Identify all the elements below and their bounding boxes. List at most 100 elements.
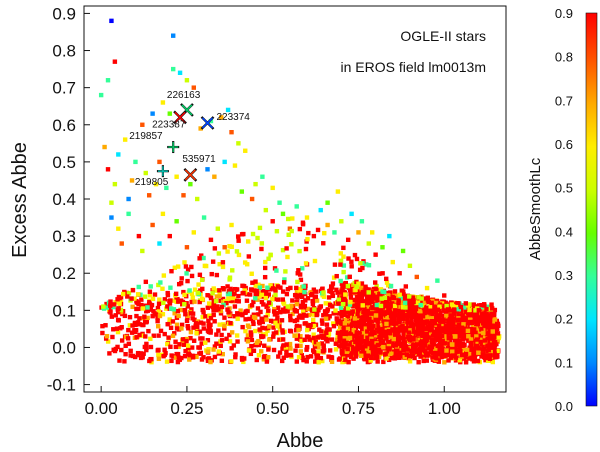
data-point (429, 323, 435, 328)
data-point (420, 332, 425, 338)
data-point (436, 323, 442, 329)
data-point (324, 336, 329, 342)
data-point (310, 301, 316, 307)
data-point (320, 321, 325, 326)
data-point (261, 354, 267, 360)
data-point (259, 349, 264, 354)
data-point (203, 340, 208, 345)
data-point (418, 346, 423, 351)
data-point (469, 327, 474, 332)
data-point (339, 329, 345, 335)
data-point (232, 314, 237, 319)
data-point (274, 268, 279, 273)
data-point (160, 211, 166, 217)
data-point (327, 288, 332, 294)
data-point (415, 327, 420, 333)
data-point (489, 334, 494, 339)
data-point (263, 207, 269, 213)
data-point (273, 330, 279, 335)
data-point (334, 310, 339, 316)
data-point (170, 319, 176, 324)
data-point (405, 299, 410, 304)
data-point (290, 216, 295, 221)
data-point (401, 332, 406, 337)
data-point (412, 327, 417, 332)
data-point (400, 305, 406, 310)
data-point (397, 325, 402, 330)
data-point (266, 300, 272, 305)
data-point (239, 232, 245, 237)
data-point (339, 336, 345, 341)
data-point (212, 354, 218, 360)
data-point (369, 336, 374, 341)
data-point (102, 144, 107, 150)
data-point (347, 274, 352, 280)
data-point (226, 296, 231, 301)
data-point (128, 348, 133, 354)
data-point (442, 360, 447, 365)
data-point (337, 324, 343, 329)
data-point (251, 312, 257, 317)
data-point (419, 316, 425, 322)
data-point (219, 358, 225, 363)
data-point (188, 311, 194, 316)
data-point (135, 292, 141, 297)
data-point (472, 355, 478, 360)
data-point (418, 340, 423, 345)
data-point (330, 290, 335, 296)
data-point (401, 342, 406, 348)
data-point (292, 333, 297, 338)
data-point (462, 309, 468, 315)
data-point (116, 226, 121, 231)
data-point (351, 356, 356, 361)
data-point (212, 174, 217, 179)
data-point (448, 335, 453, 340)
data-point (351, 327, 357, 333)
data-point (495, 331, 501, 336)
data-point (242, 356, 247, 361)
data-point (167, 317, 172, 322)
data-point (390, 306, 395, 312)
data-point (359, 281, 365, 286)
data-point (381, 359, 386, 365)
data-point (346, 359, 351, 365)
data-point (349, 349, 355, 354)
data-point (214, 332, 219, 337)
data-point (326, 354, 331, 359)
data-point (201, 215, 207, 220)
data-point (205, 293, 210, 298)
data-point (400, 300, 405, 306)
data-point (470, 332, 476, 337)
data-point (253, 279, 258, 284)
data-point (197, 345, 202, 350)
data-point (345, 237, 351, 243)
data-point (473, 329, 478, 335)
data-point (197, 299, 202, 305)
colorbar-tick-label: 0.6 (555, 137, 573, 152)
data-point (200, 314, 205, 320)
data-point (206, 301, 212, 306)
data-point (399, 288, 405, 293)
data-point (277, 337, 282, 342)
data-point (180, 299, 186, 305)
data-point (152, 292, 158, 297)
data-point (191, 85, 196, 90)
data-point (285, 304, 290, 309)
data-point (456, 311, 461, 317)
data-point (302, 337, 307, 343)
data-point (385, 283, 391, 288)
data-point (100, 323, 105, 329)
data-point (358, 261, 363, 266)
data-point (222, 326, 227, 331)
data-point (225, 249, 230, 254)
data-point (167, 111, 172, 116)
data-point (156, 282, 161, 288)
data-point (115, 329, 121, 335)
data-point (126, 341, 132, 347)
star-label-223387: 223387 (152, 119, 186, 130)
data-point (416, 295, 421, 300)
data-point (175, 351, 181, 357)
data-point (147, 293, 153, 298)
data-point (463, 360, 469, 365)
data-point (360, 289, 365, 295)
